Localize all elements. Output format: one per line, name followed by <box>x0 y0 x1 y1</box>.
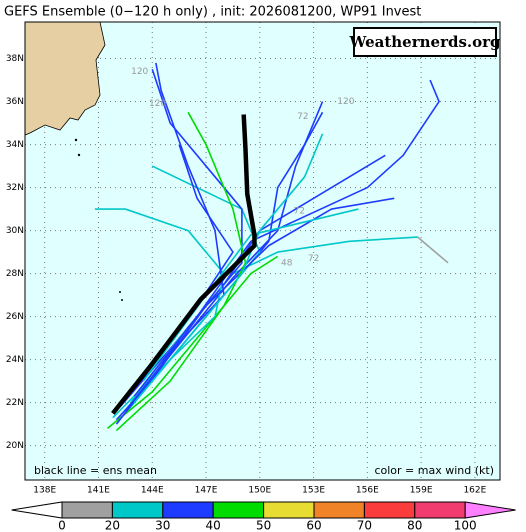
land <box>24 21 106 136</box>
y-tick-label: 34N <box>6 140 24 150</box>
island <box>77 153 81 157</box>
colorbar-segment <box>414 501 466 519</box>
hour-label: 120 <box>149 99 166 109</box>
x-tick-label: 162E <box>463 486 486 496</box>
watermark-box <box>353 27 497 57</box>
y-tick-label: 22N <box>6 398 24 408</box>
hour-label: 120 <box>337 97 354 107</box>
map-frame <box>24 21 501 481</box>
note-left: black line = ens mean <box>34 464 157 477</box>
colorbar-segment <box>162 501 214 519</box>
track <box>106 255 279 430</box>
x-tick-label: 159E <box>410 486 433 496</box>
colorbar-segment <box>111 501 164 519</box>
island <box>121 299 123 301</box>
colorbar-segment <box>212 501 265 519</box>
y-tick-label: 30N <box>6 226 24 236</box>
colorbar-segment <box>363 501 416 519</box>
island <box>74 138 78 142</box>
colorbar-label: 0 <box>58 519 66 532</box>
note-right: color = max wind (kt) <box>374 464 494 477</box>
x-tick-label: 153E <box>302 486 325 496</box>
track <box>133 79 440 397</box>
colorbar-under <box>11 501 63 519</box>
x-tick-label: 141E <box>87 486 110 496</box>
hour-label: 72 <box>308 254 319 264</box>
y-tick-label: 20N <box>6 441 24 451</box>
x-tick-label: 147E <box>195 486 218 496</box>
island <box>119 291 121 293</box>
hour-label: 48 <box>281 258 293 268</box>
y-tick-label: 36N <box>6 97 24 107</box>
x-tick-label: 144E <box>141 486 164 496</box>
track <box>115 111 247 432</box>
colorbar-label: 30 <box>155 519 170 532</box>
colorbar-label: 20 <box>105 519 120 532</box>
y-tick-label: 28N <box>6 269 24 279</box>
colorbar-segment <box>263 501 315 519</box>
colorbar-label: 60 <box>306 519 321 532</box>
colorbar-label: 70 <box>357 519 372 532</box>
hour-label: 72 <box>297 112 308 122</box>
colorbar-label: 50 <box>256 519 271 532</box>
track <box>142 197 395 393</box>
x-tick-label: 138E <box>33 486 56 496</box>
colorbar-segment <box>61 501 113 519</box>
colorbar-label: 100 <box>454 519 477 532</box>
y-tick-label: 38N <box>6 54 24 64</box>
y-tick-label: 24N <box>6 355 24 365</box>
colorbar-over <box>464 501 516 519</box>
hour-label: 72 <box>294 207 305 217</box>
watermark: Weathernerds.org <box>348 33 501 51</box>
track <box>417 236 449 264</box>
x-tick-label: 150E <box>248 486 271 496</box>
track <box>111 114 257 415</box>
x-tick-label: 156E <box>356 486 379 496</box>
colorbar-label: 40 <box>206 519 221 532</box>
y-tick-label: 26N <box>6 312 24 322</box>
y-tick-label: 32N <box>6 183 24 193</box>
colorbar-label: 80 <box>407 519 422 532</box>
hour-label: 120 <box>131 67 148 77</box>
colorbar-segment <box>313 501 365 519</box>
title: GEFS Ensemble (0−120 h only) , init: 202… <box>4 5 421 20</box>
